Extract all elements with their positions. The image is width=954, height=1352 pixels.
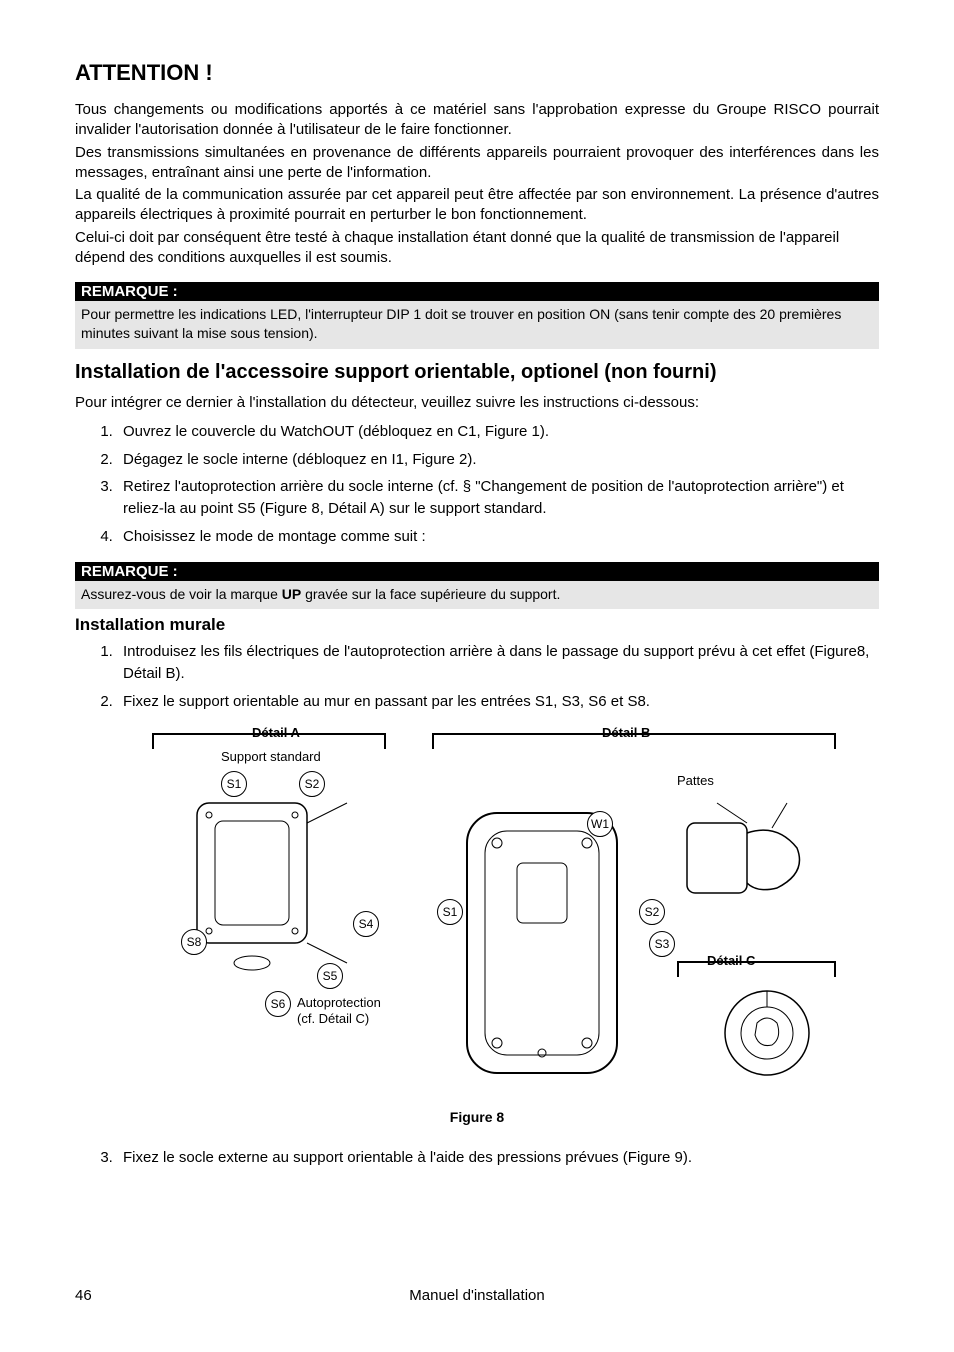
drawing-detail-a (187, 793, 367, 993)
remark-1-header: REMARQUE : (75, 282, 879, 301)
attention-para-3: La qualité de la communication assurée p… (75, 185, 879, 226)
callout-s8: S8 (181, 929, 207, 955)
callout-s4: S4 (353, 911, 379, 937)
footer-title: Manuel d'installation (75, 1287, 879, 1304)
drawing-detail-c (717, 983, 817, 1083)
label-support-standard: Support standard (221, 749, 321, 764)
callout-s6: S6 (265, 991, 291, 1017)
wall-steps: Introduisez les fils électriques de l'au… (75, 641, 879, 712)
remark-2-pre: Assurez-vous de voir la marque (81, 586, 282, 602)
label-autoprotect-1: Autoprotection (297, 995, 381, 1010)
callout-s2-b: S2 (639, 899, 665, 925)
remark-2-body: Assurez-vous de voir la marque UP gravée… (75, 581, 879, 610)
wall-step-3: Fixez le socle externe au support orient… (117, 1147, 879, 1169)
label-pattes: Pattes (677, 773, 714, 788)
install-step-1: Ouvrez le couvercle du WatchOUT (débloqu… (117, 421, 879, 443)
drawing-detail-b-plate (457, 803, 627, 1083)
attention-para-4: Celui-ci doit par conséquent être testé … (75, 228, 879, 269)
detail-c-line (767, 961, 797, 963)
remark-1-body: Pour permettre les indications LED, l'in… (75, 301, 879, 349)
callout-s1: S1 (221, 771, 247, 797)
label-detail-a: Détail A (252, 725, 300, 740)
detail-a-line (312, 733, 352, 735)
footer: 46 Manuel d'installation (75, 1287, 879, 1304)
heading-install: Installation de l'accessoire support ori… (75, 361, 879, 384)
callout-s2: S2 (299, 771, 325, 797)
install-step-2: Dégagez le socle interne (débloquez en I… (117, 449, 879, 471)
step3-list: Fixez le socle externe au support orient… (75, 1147, 879, 1169)
attention-para-1: Tous changements ou modifications apport… (75, 100, 879, 141)
figure-8: Détail A Support standard S1 S2 S4 S5 S6… (117, 723, 837, 1103)
label-detail-c: Détail C (707, 953, 755, 968)
remark-2-header: REMARQUE : (75, 562, 879, 581)
install-step-3: Retirez l'autoprotection arrière du socl… (117, 476, 879, 520)
heading-wall-install: Installation murale (75, 615, 879, 635)
wall-step-1: Introduisez les fils électriques de l'au… (117, 641, 879, 685)
detail-b-line (662, 733, 702, 735)
install-intro: Pour intégrer ce dernier à l'installatio… (75, 394, 879, 411)
figure-8-caption: Figure 8 (75, 1109, 879, 1125)
callout-s3-b: S3 (649, 931, 675, 957)
label-autoprotect-2: (cf. Détail C) (297, 1011, 369, 1026)
bracket-detail-c (677, 961, 836, 977)
remark-2-post: gravée sur la face supérieure du support… (301, 586, 560, 602)
install-steps: Ouvrez le couvercle du WatchOUT (débloqu… (75, 421, 879, 548)
wall-step-2: Fixez le support orientable au mur en pa… (117, 691, 879, 713)
label-detail-b: Détail B (602, 725, 650, 740)
attention-para-2: Des transmissions simultanées en provena… (75, 143, 879, 184)
callout-s5: S5 (317, 963, 343, 989)
drawing-detail-b-swivel (677, 793, 827, 913)
install-step-4: Choisissez le mode de montage comme suit… (117, 526, 879, 548)
heading-attention: ATTENTION ! (75, 60, 879, 86)
remark-2-bold: UP (282, 586, 301, 602)
callout-w1: W1 (587, 811, 613, 837)
page: ATTENTION ! Tous changements ou modifica… (0, 0, 954, 1352)
callout-s1-b: S1 (437, 899, 463, 925)
